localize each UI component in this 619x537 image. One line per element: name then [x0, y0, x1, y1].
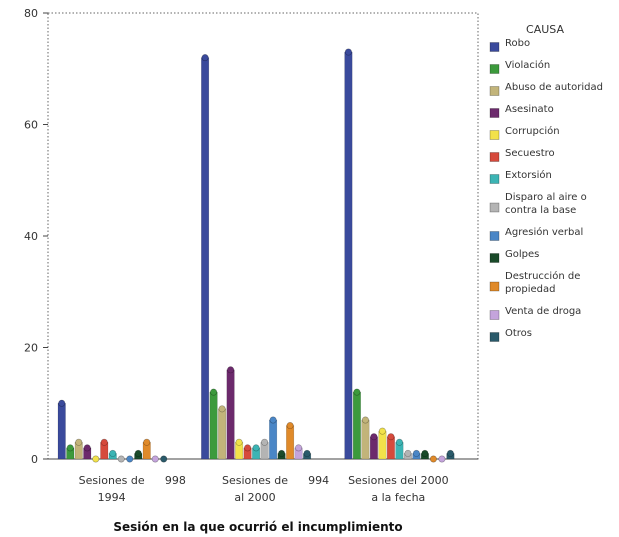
y-tick-label: 60	[24, 119, 38, 132]
bar-cap-marker	[66, 444, 74, 452]
bar-cap-marker	[303, 449, 311, 457]
bar-cap-marker	[210, 388, 218, 396]
x-category-label: a la fecha	[371, 491, 425, 504]
x-category-label: 1994	[98, 491, 126, 504]
bar-cap-marker	[278, 449, 286, 457]
bar-cap-marker	[126, 455, 134, 463]
bar-cap-marker	[378, 427, 386, 435]
bar	[269, 419, 278, 460]
legend-swatch	[489, 152, 500, 162]
y-tick-label: 40	[24, 230, 38, 243]
bar-cap-marker	[421, 449, 429, 457]
bar-cap-marker	[117, 455, 125, 463]
bar-cap-marker	[143, 438, 151, 446]
legend-label: Abuso de autoridad	[505, 82, 603, 93]
legend-label: contra la base	[505, 205, 576, 216]
bar-cap-marker	[344, 48, 352, 56]
bar-cap-marker	[286, 422, 294, 430]
x-category-label: Sesiones de	[79, 474, 145, 487]
bar-cap-marker	[429, 455, 437, 463]
x-category-label: Sesiones de	[222, 474, 288, 487]
bar-cap-marker	[58, 399, 66, 407]
bar-cap-marker	[92, 455, 100, 463]
plot-area-border	[47, 12, 479, 460]
x-axis-label: Sesión en la que ocurrió el incumplimien…	[113, 520, 402, 534]
legend-swatch	[489, 64, 500, 74]
bar-series	[57, 48, 455, 463]
legend-label: Agresión verbal	[505, 226, 583, 238]
y-axis: 0 20 40 60 80	[24, 7, 48, 466]
legend: Robo Violación Abuso de autoridad Asesinato…	[489, 38, 603, 342]
bar	[226, 369, 235, 460]
bar	[378, 430, 387, 460]
legend-label: Violación	[505, 59, 550, 71]
bar-cap-marker	[404, 449, 412, 457]
legend-swatch	[489, 174, 500, 184]
bar	[352, 391, 361, 460]
legend-label: Disparo al aire o	[505, 192, 587, 203]
bar-cap-marker	[83, 444, 91, 452]
bar-cap-marker	[295, 444, 303, 452]
bar-cap-marker	[75, 438, 83, 446]
bar-cap-marker	[109, 449, 117, 457]
legend-swatch	[489, 108, 500, 118]
bar-cap-marker	[235, 438, 243, 446]
bar	[286, 425, 295, 460]
bar-cap-marker	[218, 405, 226, 413]
legend-swatch	[489, 231, 500, 241]
legend-swatch	[489, 42, 500, 52]
y-tick-label: 80	[24, 7, 38, 20]
bar-cap-marker	[446, 449, 454, 457]
legend-label: Golpes	[505, 249, 539, 260]
bar-cap-marker	[227, 366, 235, 374]
x-category-label-fragment: 998	[165, 474, 186, 487]
legend-label: Asesinato	[505, 104, 554, 115]
bar-cap-marker	[353, 388, 361, 396]
bar	[57, 403, 66, 460]
legend-label: Extorsión	[505, 169, 552, 181]
legend-swatch	[489, 281, 500, 292]
bar-cap-marker	[244, 444, 252, 452]
bar-cap-marker	[269, 416, 277, 424]
legend-label: Robo	[505, 38, 530, 49]
legend-label: propiedad	[505, 284, 555, 295]
bar-cap-marker	[151, 455, 159, 463]
bar	[209, 391, 218, 460]
bar-cap-marker	[361, 416, 369, 424]
bar	[201, 57, 210, 460]
legend-swatch	[489, 253, 500, 263]
bar	[361, 419, 370, 460]
bar	[344, 51, 353, 460]
legend-swatch	[489, 86, 500, 96]
bar-cap-marker	[412, 449, 420, 457]
bar-cap-marker	[370, 433, 378, 441]
legend-swatch	[489, 332, 500, 342]
bar-cap-marker	[160, 455, 168, 463]
bar	[218, 408, 227, 460]
x-category-label-fragment: 994	[308, 474, 329, 487]
x-category-label: al 2000	[234, 491, 275, 504]
legend-swatch	[489, 130, 500, 140]
bar-cap-marker	[261, 438, 269, 446]
y-tick-label: 20	[24, 342, 38, 355]
x-axis-categories: Sesiones de 1994 Sesiones de al 2000 Sesione…	[79, 474, 449, 504]
bar-cap-marker	[201, 54, 209, 62]
legend-label: Corrupción	[505, 125, 560, 137]
bar-cap-marker	[100, 438, 108, 446]
bar-cap-marker	[252, 444, 260, 452]
bar-cap-marker	[395, 438, 403, 446]
y-tick-label: 0	[31, 453, 38, 466]
legend-label: Secuestro	[505, 148, 555, 159]
legend-label: Otros	[505, 328, 532, 339]
legend-swatch	[489, 202, 500, 213]
x-category-label: Sesiones del 2000	[348, 474, 449, 487]
legend-label: Venta de droga	[505, 306, 581, 317]
legend-title: CAUSA	[526, 23, 564, 36]
bar-cap-marker	[438, 455, 446, 463]
bar-cap-marker	[387, 433, 395, 441]
legend-swatch	[489, 310, 500, 320]
legend-label: Destrucción de	[505, 270, 580, 282]
bar-cap-marker	[134, 449, 142, 457]
